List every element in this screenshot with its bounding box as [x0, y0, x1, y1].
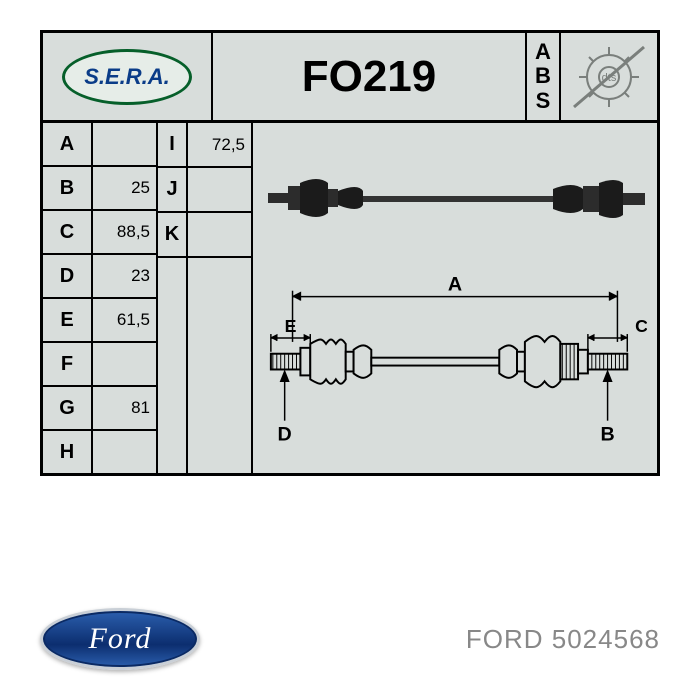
- label-C: C: [635, 316, 647, 336]
- shaft-photo-icon: [263, 153, 653, 243]
- ford-logo-text: Ford: [89, 622, 152, 656]
- dim-label: I: [158, 123, 186, 168]
- dim-value: 23: [93, 255, 156, 299]
- dim-label: D: [43, 255, 91, 299]
- dim-label-col-2: I J K: [158, 123, 188, 473]
- header-row: S.E.R.A. FO219 A B S: [43, 33, 657, 123]
- spacer: [158, 258, 186, 473]
- dim-label: G: [43, 387, 91, 431]
- label-A: A: [448, 274, 462, 296]
- dim-value: [188, 213, 251, 258]
- dim-value: 25: [93, 167, 156, 211]
- shaft-diagram-icon: A: [263, 273, 647, 460]
- footer: Ford FORD 5024568: [40, 608, 660, 670]
- dim-value: 61,5: [93, 299, 156, 343]
- dim-value-col-1: 25 88,5 23 61,5 81: [93, 123, 158, 473]
- label-E: E: [285, 316, 297, 336]
- abs-a: A: [535, 40, 551, 64]
- dim-label: E: [43, 299, 91, 343]
- dim-value: [93, 343, 156, 387]
- dim-label-col-1: A B C D E F G H: [43, 123, 93, 473]
- dim-value: [93, 431, 156, 473]
- gear-icon: dts: [564, 35, 654, 119]
- label-B: B: [600, 423, 614, 445]
- dim-value: [188, 168, 251, 213]
- abs-label: A B S: [527, 33, 561, 120]
- dim-value-col-2: 72,5: [188, 123, 253, 473]
- brand-text: S.E.R.A.: [84, 64, 170, 90]
- part-number-cell: FO219: [213, 33, 527, 120]
- label-D: D: [278, 423, 292, 445]
- dim-label: H: [43, 431, 91, 473]
- footer-text: FORD 5024568: [466, 624, 660, 655]
- maker-name: FORD: [466, 624, 544, 654]
- dim-label: C: [43, 211, 91, 255]
- spec-card: S.E.R.A. FO219 A B S: [40, 30, 660, 476]
- brand-badge: S.E.R.A.: [62, 49, 192, 105]
- dim-value: 81: [93, 387, 156, 431]
- dim-label: K: [158, 213, 186, 258]
- abs-gear-area: dts: [561, 33, 657, 120]
- dim-label: B: [43, 167, 91, 211]
- abs-b: B: [535, 64, 551, 88]
- dim-value: 72,5: [188, 123, 251, 168]
- body-row: A B C D E F G H 25 88,5 23 61,5 81 I J K…: [43, 123, 657, 473]
- part-number: FO219: [302, 52, 437, 102]
- spacer: [188, 258, 251, 473]
- maker-code: 5024568: [552, 624, 660, 654]
- brand-cell: S.E.R.A.: [43, 33, 213, 120]
- abs-cell: A B S: [527, 33, 657, 120]
- dts-text: dts: [602, 72, 617, 84]
- ford-logo: Ford: [40, 608, 200, 670]
- dim-value: [93, 123, 156, 167]
- dim-label: J: [158, 168, 186, 213]
- dim-label: A: [43, 123, 91, 167]
- abs-s: S: [536, 89, 551, 113]
- diagram-area: A: [253, 123, 657, 473]
- dim-value: 88,5: [93, 211, 156, 255]
- dim-label: F: [43, 343, 91, 387]
